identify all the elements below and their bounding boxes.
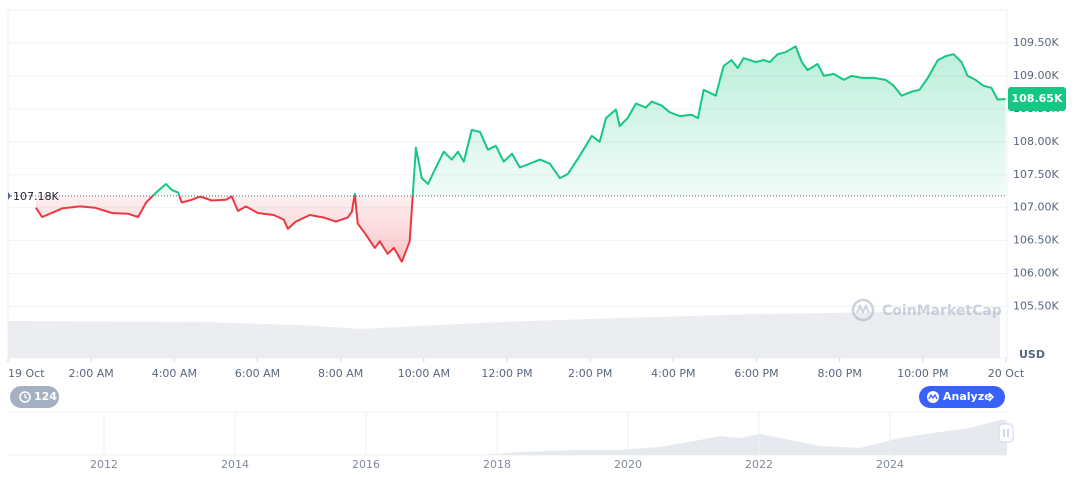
volume-band	[8, 311, 1000, 358]
current-price-label: 108.65K	[1012, 92, 1063, 105]
watermark-text: CoinMarketCap	[882, 303, 1002, 319]
navigator-handle[interactable]	[998, 423, 1014, 443]
x-tick-label: 2:00 AM	[69, 367, 114, 380]
analyze-label[interactable]: Analyze	[943, 390, 992, 403]
currency-label: USD	[1019, 348, 1045, 361]
x-tick-label: 12:00 PM	[481, 367, 532, 380]
y-tick-label: 106.50K	[1013, 234, 1059, 247]
analyze-button[interactable]: Analyze	[919, 386, 1005, 408]
baseline-marker	[8, 191, 11, 200]
navigator-year: 2020	[614, 458, 642, 471]
x-tick-label: 4:00 AM	[152, 367, 197, 380]
history-count[interactable]: 124	[34, 390, 57, 403]
y-tick-label: 107.50K	[1013, 168, 1059, 181]
x-tick-label: 6:00 PM	[734, 367, 778, 380]
x-tick-label: 10:00 PM	[897, 367, 948, 380]
x-tick-label: 8:00 PM	[818, 367, 862, 380]
x-tick-label: 20 Oct	[988, 367, 1025, 380]
y-tick-label: 109.00K	[1013, 69, 1059, 82]
current-price-badge	[1008, 86, 1066, 111]
x-tick-label: 6:00 AM	[235, 367, 280, 380]
history-pill[interactable]: 124	[10, 386, 59, 408]
navigator-year: 2016	[352, 458, 380, 471]
navigator: 2012 2014 2016 2018 2020 2022 2024	[8, 411, 1014, 471]
y-tick-label: 105.50K	[1013, 300, 1059, 313]
y-tick-label: 106.00K	[1013, 267, 1059, 280]
price-area	[35, 46, 1006, 262]
navigator-year: 2024	[876, 458, 904, 471]
x-tick-label: 2:00 PM	[568, 367, 612, 380]
y-tick-label: 107.00K	[1013, 201, 1059, 214]
axes: 105.50K 106.00K 106.50K 107.00K 107.50K 108.0…	[7, 36, 1066, 380]
x-tick-label: 4:00 PM	[651, 367, 695, 380]
history-pill-bg[interactable]	[10, 386, 59, 408]
navigator-year: 2018	[483, 458, 511, 471]
watermark: CoinMarketCap	[851, 298, 1002, 322]
navigator-area	[480, 420, 1007, 455]
analyze-button-bg[interactable]	[919, 386, 1005, 408]
navigator-year: 2012	[90, 458, 118, 471]
x-tick-label: 8:00 AM	[318, 367, 363, 380]
baseline-label: 107.18K	[13, 190, 59, 203]
x-tick-label: 10:00 AM	[398, 367, 450, 380]
series: 107.18K	[8, 45, 1007, 263]
y-tick-label: 109.50K	[1013, 36, 1059, 49]
navigator-year: 2022	[745, 458, 773, 471]
x-tick-label: 19 Oct	[8, 367, 45, 380]
price-line	[35, 45, 1006, 263]
y-tick-label: 108.00K	[1013, 135, 1059, 148]
navigator-year: 2014	[221, 458, 249, 471]
